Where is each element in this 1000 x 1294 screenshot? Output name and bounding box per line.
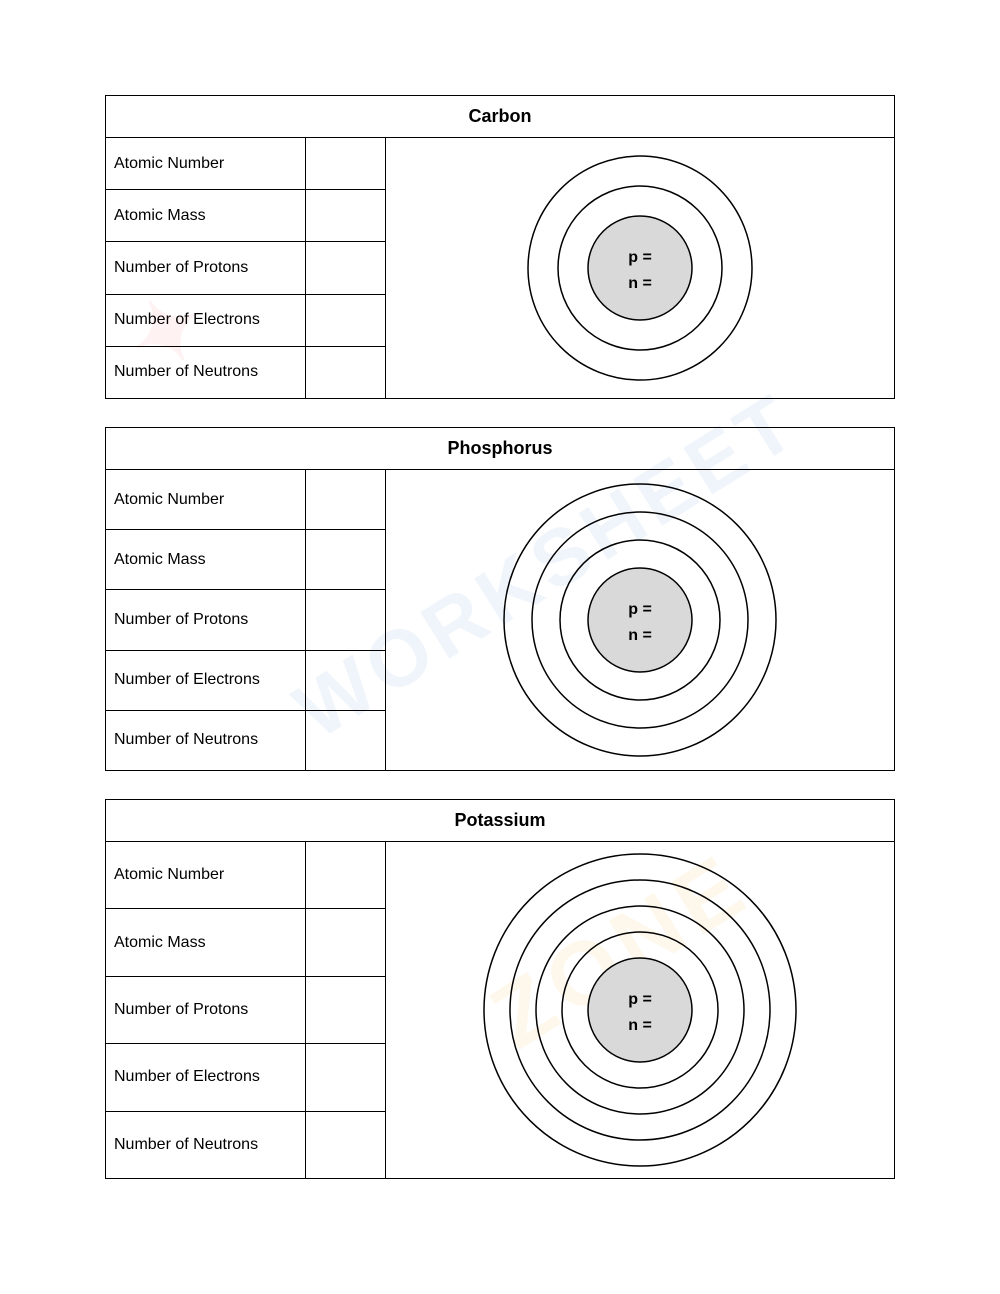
property-label: Atomic Number (106, 138, 306, 189)
property-row: Number of Neutrons (106, 347, 386, 398)
neutron-label: n = (628, 1017, 652, 1034)
property-label: Number of Protons (106, 590, 306, 649)
nucleus (588, 216, 692, 320)
diagram-column: p = n = (386, 470, 894, 770)
property-value[interactable] (306, 138, 386, 189)
diagram-column: p = n = (386, 138, 894, 398)
element-block-potassium: Potassium Atomic Number Atomic Mass Numb… (105, 799, 895, 1179)
element-title: Phosphorus (106, 428, 894, 470)
property-row: Atomic Number (106, 138, 386, 190)
property-row: Number of Protons (106, 977, 386, 1044)
property-label: Atomic Number (106, 842, 306, 908)
property-row: Atomic Mass (106, 190, 386, 242)
properties-column: Atomic Number Atomic Mass Number of Prot… (106, 842, 386, 1178)
property-label: Number of Neutrons (106, 711, 306, 770)
property-label: Number of Electrons (106, 1044, 306, 1110)
property-value[interactable] (306, 1112, 386, 1178)
proton-label: p = (628, 249, 652, 266)
nucleus (588, 568, 692, 672)
property-value[interactable] (306, 295, 386, 346)
property-label: Atomic Mass (106, 530, 306, 589)
atom-diagram: p = n = (480, 850, 800, 1170)
property-value[interactable] (306, 909, 386, 975)
property-value[interactable] (306, 651, 386, 710)
neutron-label: n = (628, 275, 652, 292)
neutron-label: n = (628, 627, 652, 644)
property-label: Atomic Mass (106, 190, 306, 241)
property-label: Number of Electrons (106, 295, 306, 346)
element-block-carbon: Carbon Atomic Number Atomic Mass Number … (105, 95, 895, 399)
property-row: Number of Neutrons (106, 711, 386, 770)
properties-column: Atomic Number Atomic Mass Number of Prot… (106, 470, 386, 770)
property-value[interactable] (306, 977, 386, 1043)
element-title: Potassium (106, 800, 894, 842)
property-value[interactable] (306, 1044, 386, 1110)
element-content: Atomic Number Atomic Mass Number of Prot… (106, 138, 894, 398)
property-label: Number of Protons (106, 977, 306, 1043)
property-row: Atomic Number (106, 470, 386, 530)
diagram-column: p = n = (386, 842, 894, 1178)
property-row: Number of Electrons (106, 1044, 386, 1111)
properties-column: Atomic Number Atomic Mass Number of Prot… (106, 138, 386, 398)
property-label: Number of Neutrons (106, 1112, 306, 1178)
property-label: Atomic Mass (106, 909, 306, 975)
property-label: Number of Protons (106, 242, 306, 293)
property-row: Number of Protons (106, 242, 386, 294)
property-value[interactable] (306, 530, 386, 589)
property-value[interactable] (306, 842, 386, 908)
property-value[interactable] (306, 590, 386, 649)
property-label: Atomic Number (106, 470, 306, 529)
atom-diagram: p = n = (500, 480, 780, 760)
property-row: Number of Electrons (106, 295, 386, 347)
property-label: Number of Electrons (106, 651, 306, 710)
property-value[interactable] (306, 711, 386, 770)
proton-label: p = (628, 601, 652, 618)
atom-diagram: p = n = (524, 152, 756, 384)
property-row: Atomic Mass (106, 909, 386, 976)
property-value[interactable] (306, 347, 386, 398)
proton-label: p = (628, 991, 652, 1008)
element-content: Atomic Number Atomic Mass Number of Prot… (106, 470, 894, 770)
element-content: Atomic Number Atomic Mass Number of Prot… (106, 842, 894, 1178)
property-row: Number of Electrons (106, 651, 386, 711)
property-row: Number of Protons (106, 590, 386, 650)
element-block-phosphorus: Phosphorus Atomic Number Atomic Mass Num… (105, 427, 895, 771)
element-title: Carbon (106, 96, 894, 138)
nucleus (588, 958, 692, 1062)
property-value[interactable] (306, 470, 386, 529)
property-row: Number of Neutrons (106, 1112, 386, 1178)
property-value[interactable] (306, 190, 386, 241)
property-label: Number of Neutrons (106, 347, 306, 398)
property-row: Atomic Number (106, 842, 386, 909)
property-row: Atomic Mass (106, 530, 386, 590)
property-value[interactable] (306, 242, 386, 293)
